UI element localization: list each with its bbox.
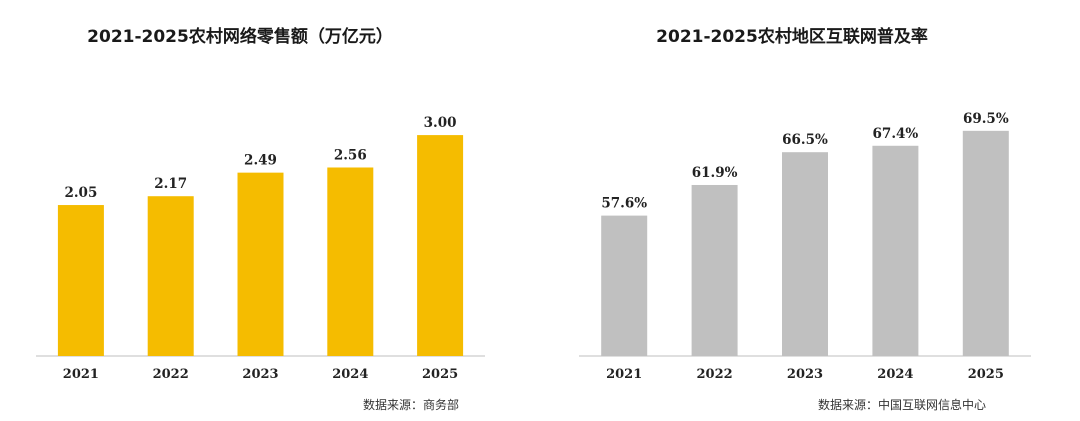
right-tick-label-2023: 2023 [787, 367, 823, 382]
right-chart-panel: 2021-2025农村地区互联网普及率 57.6% 2021 61.9% 2022 66… [540, 0, 1080, 421]
left-value-label-2025: 3.00 [424, 115, 457, 131]
right-value-label-2022: 61.9% [692, 165, 738, 181]
left-chart-panel: 2021-2025农村网络零售额（万亿元） 2.05 2021 2.17 2022 2.… [36, 27, 485, 412]
left-tick-label-2025: 2025 [422, 367, 458, 382]
right-value-label-2023: 66.5% [782, 132, 828, 148]
left-bar-2023 [237, 172, 284, 356]
left-tick-label-2024: 2024 [332, 367, 368, 382]
right-bar-2024 [872, 145, 919, 356]
left-value-label-2024: 2.56 [334, 147, 367, 163]
right-value-label-2025: 69.5% [963, 111, 1009, 127]
right-bar-2025 [962, 130, 1009, 356]
left-value-label-2021: 2.05 [64, 185, 97, 201]
right-tick-label-2021: 2021 [606, 367, 642, 382]
right-tick-label-2025: 2025 [968, 367, 1004, 382]
left-tick-label-2022: 2022 [153, 367, 189, 382]
left-chart-source: 数据来源：商务部 [363, 398, 460, 412]
left-tick-label-2021: 2021 [63, 367, 99, 382]
left-bar-2024 [327, 167, 374, 356]
right-bar-2022 [691, 184, 738, 356]
left-bar-2022 [147, 196, 194, 356]
left-value-label-2023: 2.49 [244, 153, 277, 169]
right-chart-source: 数据来源：中国互联网信息中心 [818, 398, 987, 412]
left-tick-label-2023: 2023 [242, 367, 278, 382]
right-bar-2021 [601, 215, 648, 356]
right-bar-2023 [782, 152, 828, 356]
left-bar-2021 [57, 205, 104, 356]
right-value-label-2024: 67.4% [873, 126, 919, 142]
right-value-label-2021: 57.6% [601, 196, 647, 212]
left-bar-2025 [417, 135, 464, 356]
left-value-label-2022: 2.17 [154, 176, 187, 192]
right-bar-chart: 57.6% 2021 61.9% 2022 66.5% 2023 67.4% 2024 69.5… [579, 111, 1031, 382]
left-bar-chart: 2.05 2021 2.17 2022 2.49 2023 2.56 2024 3.00 2025 [36, 115, 485, 382]
right-tick-label-2022: 2022 [697, 367, 733, 382]
right-tick-label-2024: 2024 [877, 367, 913, 382]
right-chart-title: 2021-2025农村地区互联网普及率 [656, 27, 928, 47]
left-chart-title: 2021-2025农村网络零售额（万亿元） [87, 27, 393, 47]
